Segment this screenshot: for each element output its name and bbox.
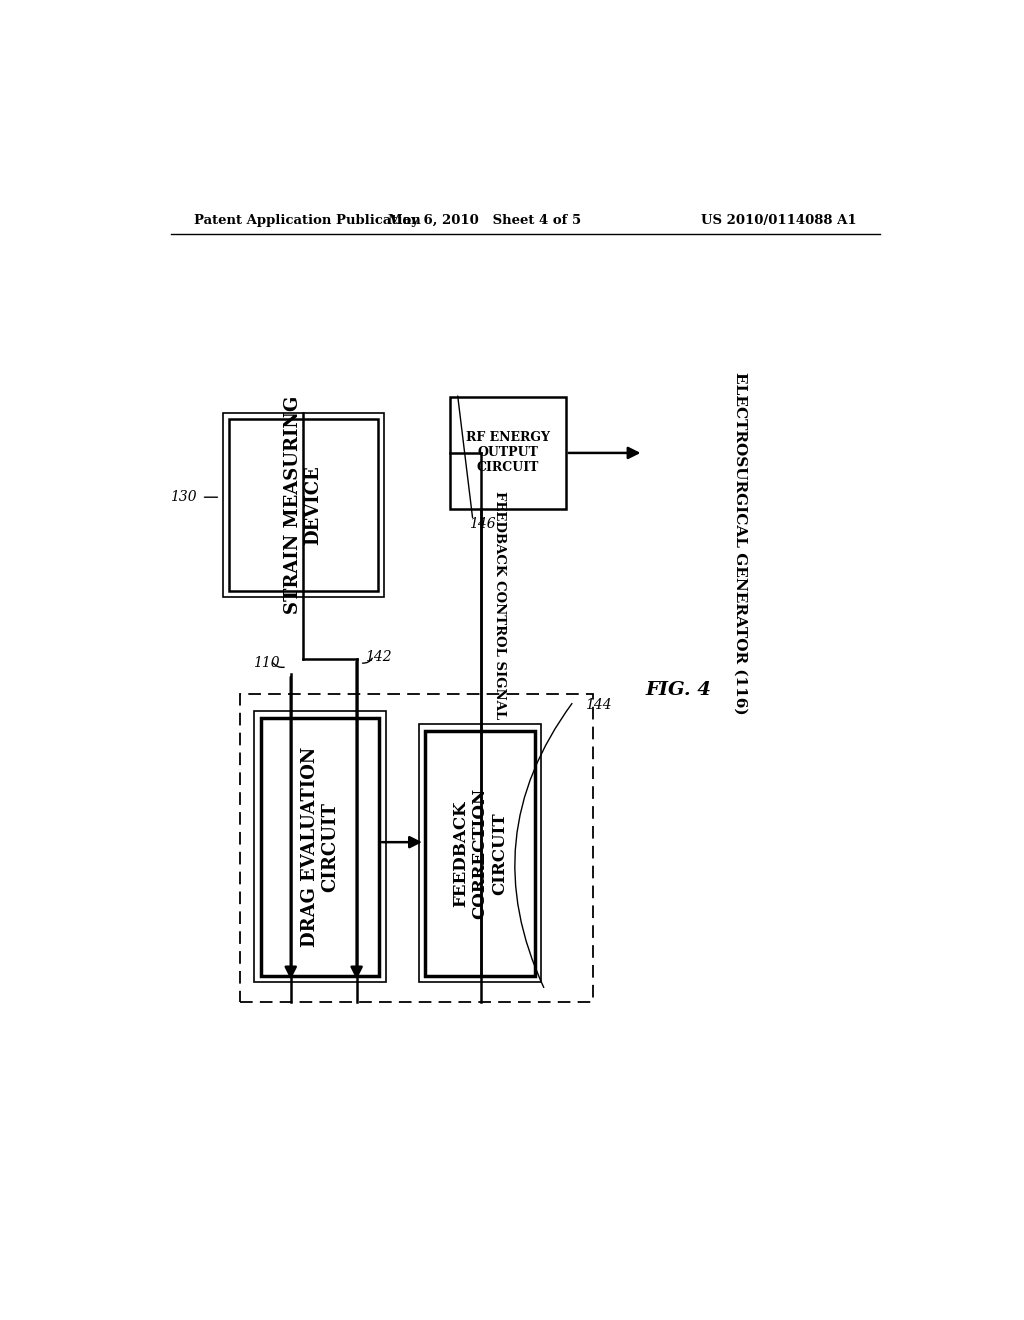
Text: FIG. 4: FIG. 4 xyxy=(645,681,712,698)
Text: Patent Application Publication: Patent Application Publication xyxy=(194,214,421,227)
Bar xyxy=(450,397,566,508)
Text: 110: 110 xyxy=(253,656,280,669)
Bar xyxy=(254,711,386,982)
Text: 142: 142 xyxy=(365,651,391,664)
Text: US 2010/0114088 A1: US 2010/0114088 A1 xyxy=(700,214,856,227)
Text: RF ENERGY
OUTPUT
CIRCUIT: RF ENERGY OUTPUT CIRCUIT xyxy=(466,432,550,474)
Text: STRAIN MEASURING
DEVICE: STRAIN MEASURING DEVICE xyxy=(284,396,323,614)
Text: 146: 146 xyxy=(469,517,496,531)
Text: FEEDBACK
CORRECTION
CIRCUIT: FEEDBACK CORRECTION CIRCUIT xyxy=(452,788,508,919)
Text: May 6, 2010   Sheet 4 of 5: May 6, 2010 Sheet 4 of 5 xyxy=(388,214,581,227)
Bar xyxy=(425,730,535,977)
Text: 130: 130 xyxy=(170,490,197,504)
Bar xyxy=(261,718,379,977)
Bar xyxy=(419,725,541,982)
Text: 144: 144 xyxy=(586,698,612,711)
Text: FEEDBACK CONTROL SIGNAL: FEEDBACK CONTROL SIGNAL xyxy=(493,491,506,719)
Bar xyxy=(222,413,384,598)
Text: ELECTROSURGICAL GENERATOR (116): ELECTROSURGICAL GENERATOR (116) xyxy=(733,372,748,714)
Bar xyxy=(228,418,378,591)
Text: DRAG EVALUATION
CIRCUIT: DRAG EVALUATION CIRCUIT xyxy=(301,747,340,948)
Bar xyxy=(241,693,593,1002)
